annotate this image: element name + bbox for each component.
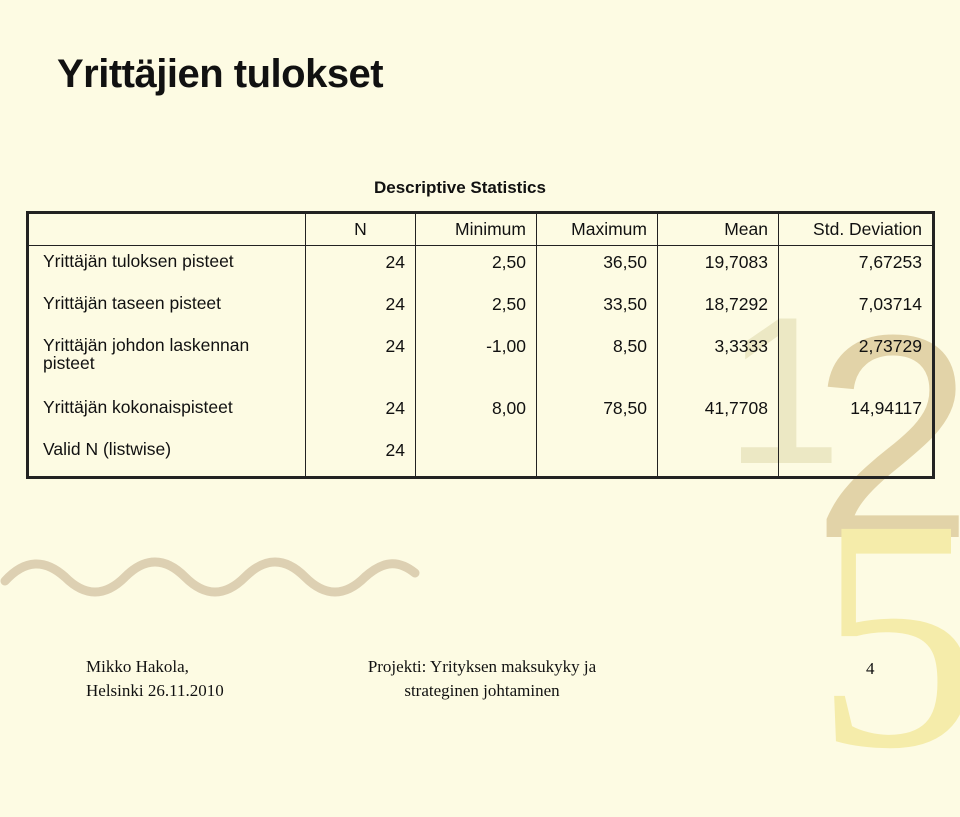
cell-maximum: 8,50: [536, 330, 658, 392]
footer-project-line-1: Projekti: Yrityksen maksukyky ja: [367, 657, 597, 676]
decorative-wave: [0, 557, 420, 597]
column-header-maximum: Maximum: [536, 212, 658, 246]
cell-std-deviation: 7,03714: [778, 288, 934, 330]
decorative-digit-five: 5: [815, 452, 960, 817]
cell-n: 24: [305, 245, 416, 288]
table-row: Yrittäjän kokonaispisteet 24 8,00 78,50 …: [27, 392, 934, 434]
header-corner: [26, 212, 306, 246]
table-row: Valid N (listwise) 24: [27, 434, 934, 478]
footer-author: Mikko Hakola,: [86, 657, 189, 676]
row-label: Yrittäjän tuloksen pisteet: [27, 245, 306, 288]
column-header-minimum: Minimum: [415, 212, 537, 246]
cell-minimum: [415, 434, 537, 478]
column-header-n: N: [305, 212, 416, 246]
cell-n: 24: [305, 434, 416, 478]
cell-minimum: -1,00: [415, 330, 537, 392]
table-row: Yrittäjän taseen pisteet 24 2,50 33,50 1…: [27, 288, 934, 330]
page-title: Yrittäjien tulokset: [57, 52, 384, 96]
cell-n: 24: [305, 330, 416, 392]
row-label: Yrittäjän taseen pisteet: [27, 288, 306, 330]
cell-mean: 3,3333: [657, 330, 779, 392]
cell-n: 24: [305, 288, 416, 330]
table-header-row: N Minimum Maximum Mean Std. Deviation: [26, 212, 934, 246]
row-label: Valid N (listwise): [27, 434, 306, 478]
cell-maximum: 36,50: [536, 245, 658, 288]
row-label: Yrittäjän kokonaispisteet: [27, 392, 306, 434]
cell-minimum: 8,00: [415, 392, 537, 434]
cell-minimum: 2,50: [415, 288, 537, 330]
table-title: Descriptive Statistics: [374, 178, 546, 197]
footer-author-block: Mikko Hakola, Helsinki 26.11.2010: [86, 655, 224, 703]
cell-mean: 41,7708: [657, 392, 779, 434]
footer-project-line-2: strateginen johtaminen: [404, 681, 560, 700]
table-row: Yrittäjän tuloksen pisteet 24 2,50 36,50…: [27, 245, 934, 288]
table-row: Yrittäjän johdon laskennan pisteet 24 -1…: [27, 330, 934, 392]
footer-place-date: Helsinki 26.11.2010: [86, 681, 224, 700]
cell-mean: 19,7083: [657, 245, 779, 288]
row-label: Yrittäjän johdon laskennan pisteet: [27, 330, 306, 392]
cell-n: 24: [305, 392, 416, 434]
cell-mean: [657, 434, 779, 478]
cell-minimum: 2,50: [415, 245, 537, 288]
page-number: 4: [866, 659, 875, 678]
cell-std-deviation: 7,67253: [778, 245, 934, 288]
footer-project-block: Projekti: Yrityksen maksukyky ja strateg…: [357, 655, 607, 703]
column-header-std-deviation: Std. Deviation: [778, 212, 934, 246]
cell-std-deviation: 2,73729: [778, 330, 934, 392]
descriptive-statistics-table: N Minimum Maximum Mean Std. Deviation Yr…: [26, 211, 935, 479]
cell-std-deviation: [778, 434, 934, 478]
cell-std-deviation: 14,94117: [778, 392, 934, 434]
cell-mean: 18,7292: [657, 288, 779, 330]
cell-maximum: [536, 434, 658, 478]
cell-maximum: 78,50: [536, 392, 658, 434]
column-header-mean: Mean: [657, 212, 779, 246]
cell-maximum: 33,50: [536, 288, 658, 330]
